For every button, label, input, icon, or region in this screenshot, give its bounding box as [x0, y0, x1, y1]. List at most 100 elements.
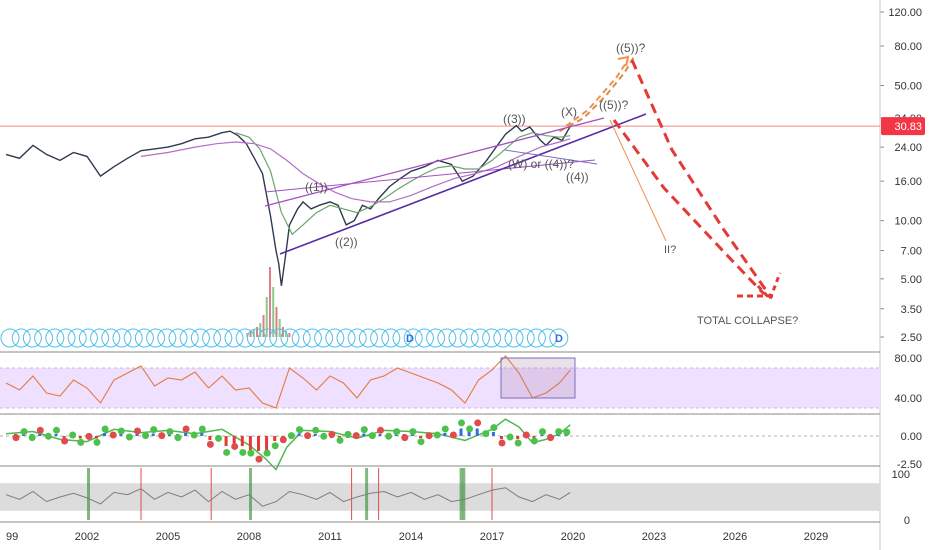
osc-dot — [409, 428, 417, 436]
rsi-y-tick-label: 80.00 — [894, 353, 922, 365]
osc-bar — [475, 428, 479, 436]
price-y-tick-label: 3.50 — [901, 304, 922, 316]
osc-dot — [530, 437, 538, 445]
osc-dot — [425, 432, 433, 440]
osc-dot — [263, 449, 271, 457]
stoch-signal-green — [459, 468, 463, 520]
osc-dot — [239, 448, 247, 456]
event-circle — [202, 328, 222, 348]
event-circle — [482, 328, 502, 348]
event-circle — [235, 328, 255, 348]
event-circle — [168, 328, 188, 348]
osc-dot — [498, 439, 506, 447]
event-circle — [403, 328, 423, 348]
osc-dot — [44, 432, 52, 440]
total-collapse-label: TOTAL COLLAPSE? — [697, 315, 798, 327]
osc-bar — [151, 433, 155, 436]
osc-bar — [54, 434, 58, 436]
collapse-arrowhead — [756, 272, 782, 302]
osc-dot — [279, 436, 287, 444]
osc-dot — [215, 434, 222, 442]
wave-label-1: ((1)) — [305, 180, 328, 194]
volume-bar — [278, 319, 281, 337]
event-circle — [470, 328, 490, 348]
osc-bar — [443, 433, 447, 436]
osc-bar — [378, 434, 382, 436]
x-axis-tick-label: 2020 — [561, 531, 585, 543]
price-y-tick-label: 2.50 — [901, 332, 922, 344]
osc-bar — [232, 436, 236, 446]
event-circle — [34, 328, 54, 348]
rsi-y-tick-label: 40.00 — [894, 393, 922, 405]
rsi-panel: 80.00 40.00 — [0, 353, 922, 415]
event-circle — [0, 328, 20, 348]
volume-bar — [288, 333, 291, 337]
price-series-line — [140, 138, 571, 203]
osc-dot — [304, 432, 312, 440]
event-circle — [56, 328, 76, 348]
price-y-tick-label: 16.00 — [894, 176, 922, 188]
osc-bar — [257, 436, 260, 451]
osc-dot — [182, 425, 190, 433]
event-circle — [493, 328, 513, 348]
osc-dot — [441, 425, 449, 433]
x-axis-tick-label: 2029 — [804, 531, 828, 543]
osc-dot — [150, 426, 158, 434]
osc-dot — [206, 440, 214, 448]
osc-dot — [563, 428, 571, 436]
osc-bar — [265, 436, 269, 451]
wave-label-3: ((3)) — [503, 112, 526, 126]
osc-dot — [166, 428, 174, 436]
osc-dot — [93, 438, 101, 446]
osc-bar — [78, 436, 82, 439]
osc-bar — [500, 436, 503, 439]
stoch-signal-green — [249, 468, 252, 520]
osc-dot — [255, 455, 263, 463]
osc-bar — [248, 436, 252, 451]
event-circle — [302, 328, 322, 348]
osc-dot — [109, 431, 117, 439]
price-y-tick-label: 80.00 — [894, 41, 922, 53]
osc-dot — [458, 419, 465, 427]
event-circle — [414, 328, 434, 348]
x-axis-tick-label: 2026 — [723, 531, 747, 543]
osc-dot — [174, 434, 182, 442]
event-circle — [347, 328, 367, 348]
price-y-tick-label: 50.00 — [894, 80, 922, 92]
osc-dot — [271, 442, 279, 450]
price-series-line — [5, 124, 571, 286]
osc-dot — [61, 437, 69, 445]
osc-dot — [328, 430, 336, 438]
wave-label-4: ((4)) — [566, 170, 589, 184]
x-axis-tick-label: 2005 — [156, 531, 180, 543]
osc-bar — [103, 433, 107, 436]
collapse-line-a — [630, 59, 772, 297]
volume-bar — [262, 315, 265, 337]
osc-bar — [135, 434, 139, 436]
osc-dot — [385, 432, 393, 440]
osc-dot — [53, 426, 60, 434]
osc-dot — [490, 424, 498, 432]
event-circle — [224, 328, 244, 348]
x-axis-tick-label: 2011 — [318, 531, 342, 543]
event-circle — [504, 328, 524, 348]
rsi-highlight-box — [500, 357, 576, 399]
osc-dot — [433, 431, 441, 439]
event-circle — [314, 328, 334, 348]
event-circle — [90, 328, 110, 348]
osc-bar — [119, 434, 123, 436]
osc-dot — [142, 432, 150, 440]
x-axis-tick-label: 2002 — [75, 531, 99, 543]
volume-bar — [249, 331, 252, 337]
osc-dot — [401, 434, 409, 442]
osc-y-tick-label: 0.00 — [901, 431, 922, 443]
osc-dot — [247, 449, 255, 457]
event-circle — [448, 328, 468, 348]
osc-dot — [69, 431, 77, 439]
osc-dot — [190, 431, 198, 439]
stoch-signal-green — [87, 468, 90, 520]
volume-bar — [275, 307, 278, 337]
osc-dot — [125, 433, 133, 441]
event-circle — [190, 328, 210, 348]
wave-label-w-or-4: (W) or ((4))? — [508, 157, 574, 171]
